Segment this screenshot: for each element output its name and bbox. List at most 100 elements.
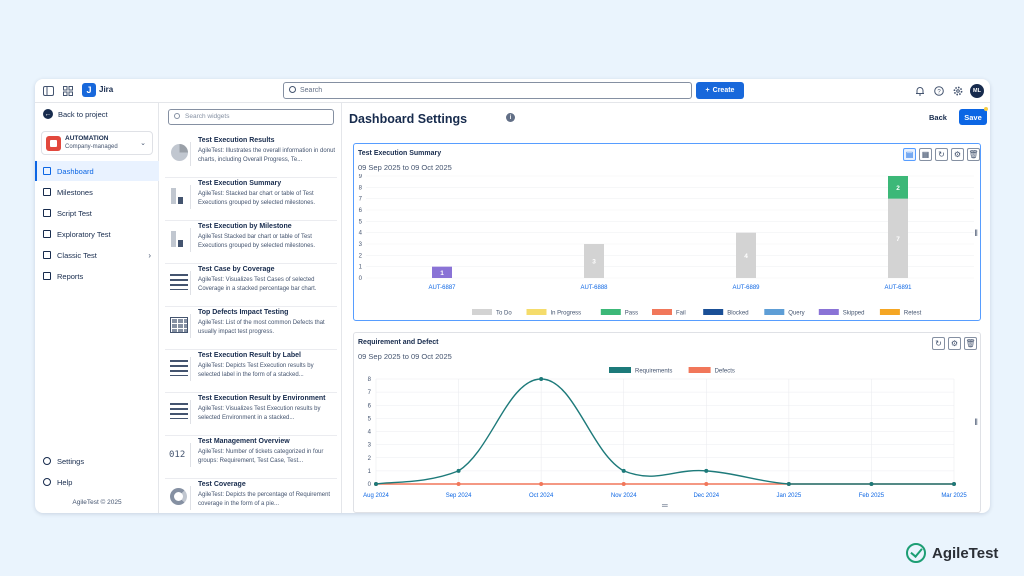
info-icon[interactable]: i: [506, 113, 515, 122]
bar-chart-view-icon[interactable]: ▤: [903, 148, 916, 161]
search-input[interactable]: Search: [283, 82, 692, 99]
sidebar-item-milestones[interactable]: Milestones: [35, 182, 159, 202]
stacked-bar-icon: [169, 400, 191, 424]
agiletest-logo-icon: [906, 543, 926, 563]
back-to-project-link[interactable]: ← Back to project: [43, 109, 108, 119]
widget-item[interactable]: Test Execution Result by Environment Agi…: [165, 394, 337, 436]
widget-item[interactable]: Test Case by Coverage AgileTest: Visuali…: [165, 265, 337, 307]
data-point: [704, 482, 709, 486]
chart-icon: [43, 272, 51, 280]
widget-title: Test Coverage: [198, 481, 246, 488]
widget-description: AgileTest Stacked bar chart or table of …: [198, 234, 316, 249]
data-point: [374, 482, 378, 486]
x-tick-label: Jan 2025: [777, 493, 802, 499]
widget-item[interactable]: 012 Test Management Overview AgileTest: …: [165, 437, 337, 479]
widget-description: AgileTest: Visualizes Test Execution res…: [198, 406, 321, 421]
number-icon: 012: [169, 443, 191, 467]
card-date-range: 09 Sep 2025 to 09 Oct 2025: [358, 163, 452, 172]
y-tick-label: 9: [359, 174, 363, 180]
drag-handle-icon[interactable]: ‖: [974, 417, 978, 427]
plus-icon: +: [705, 87, 710, 94]
project-selector[interactable]: AUTOMATION Company-managed ⌄: [41, 131, 153, 155]
sidebar-item-label: Settings: [57, 456, 85, 466]
back-button[interactable]: Back: [929, 113, 947, 122]
sidebar-item-label: Classic Test: [57, 250, 97, 260]
widget-item[interactable]: Test Execution by Milestone AgileTest St…: [165, 222, 337, 264]
widget-item[interactable]: Test Coverage AgileTest: Depicts the per…: [165, 480, 337, 513]
gear-icon: [43, 457, 51, 465]
card-toolbar: ▤ ▦ ↻ ⚙ 🗑: [903, 148, 980, 161]
widget-list-panel: Search widgets Test Execution Results Ag…: [160, 103, 342, 513]
bar-chart-icon: [169, 185, 191, 209]
sidebar: ← Back to project AUTOMATION Company-man…: [35, 103, 159, 513]
legend-label: In Progress: [551, 311, 582, 317]
x-tick-label: Sep 2024: [446, 493, 472, 499]
table-view-icon[interactable]: ▦: [919, 148, 932, 161]
trash-icon[interactable]: 🗑: [964, 337, 977, 350]
sidebar-item-dashboard[interactable]: Dashboard: [35, 161, 159, 181]
legend-label: Defects: [715, 369, 735, 375]
y-tick-label: 1: [359, 265, 363, 271]
sidebar-item-script-test[interactable]: Script Test: [35, 203, 159, 223]
svg-text:?: ?: [937, 90, 941, 96]
jira-logo-icon[interactable]: J: [82, 83, 96, 97]
sidebar-item-help[interactable]: Help: [35, 472, 159, 492]
help-icon[interactable]: ?: [932, 84, 946, 98]
project-avatar-icon: [46, 136, 61, 151]
sidebar-item-label: Dashboard: [57, 166, 94, 176]
avatar[interactable]: ML: [970, 84, 984, 98]
widget-item[interactable]: Test Execution Summary AgileTest: Stacke…: [165, 179, 337, 221]
data-point: [869, 482, 874, 486]
widget-item[interactable]: Top Defects Impact Testing AgileTest: Li…: [165, 308, 337, 350]
sidebar-item-label: Help: [57, 477, 73, 487]
gear-icon[interactable]: ⚙: [948, 337, 961, 350]
test-execution-summary-card[interactable]: Test Execution Summary 09 Sep 2025 to 09…: [353, 143, 981, 321]
widget-item[interactable]: Test Execution Result by Label AgileTest…: [165, 351, 337, 393]
grid-icon: [43, 167, 51, 175]
widget-description: AgileTest: Depicts Test Execution result…: [198, 363, 314, 378]
legend-label: Requirements: [635, 369, 672, 375]
notifications-bell-icon[interactable]: [913, 84, 927, 98]
sidebar-toggle-icon[interactable]: [41, 84, 55, 98]
widget-title: Test Execution Result by Label: [198, 352, 301, 359]
drag-handle-icon[interactable]: ‖: [974, 228, 978, 238]
widget-search-input[interactable]: Search widgets: [168, 109, 334, 125]
y-tick-label: 3: [368, 443, 372, 449]
data-point: [704, 468, 709, 473]
bar-segment: [432, 266, 452, 278]
gear-icon[interactable]: ⚙: [951, 148, 964, 161]
legend-swatch: [600, 309, 621, 315]
card-date-range: 09 Sep 2025 to 09 Oct 2025: [358, 352, 452, 361]
legend-swatch: [879, 309, 900, 315]
x-tick-label: Mar 2025: [941, 493, 967, 499]
settings-gear-icon[interactable]: [951, 84, 965, 98]
resize-handle-icon[interactable]: ═: [662, 501, 668, 510]
legend-label: Fail: [676, 311, 686, 317]
legend-label: To Do: [496, 311, 512, 317]
y-tick-label: 6: [368, 403, 372, 409]
sidebar-item-reports[interactable]: Reports: [35, 266, 159, 286]
bar-data-label: 4: [744, 253, 748, 260]
arrow-left-icon: ←: [43, 109, 53, 119]
widget-item[interactable]: Test Execution Results AgileTest: Illust…: [165, 136, 337, 178]
sidebar-item-classic-test[interactable]: Classic Test ›: [35, 245, 159, 265]
widget-title: Test Execution by Milestone: [198, 223, 292, 230]
x-tick-label: AUT-6889: [732, 285, 760, 291]
widget-title: Test Management Overview: [198, 438, 290, 445]
refresh-icon[interactable]: ↻: [932, 337, 945, 350]
sidebar-item-settings[interactable]: Settings: [35, 451, 159, 471]
flag-icon: [43, 188, 51, 196]
requirement-and-defect-card[interactable]: Requirement and Defect 09 Sep 2025 to 09…: [353, 332, 981, 513]
top-bar: J Jira Search + Create ? ML: [35, 79, 990, 103]
save-button[interactable]: Save: [959, 107, 988, 125]
refresh-icon[interactable]: ↻: [935, 148, 948, 161]
trash-icon[interactable]: 🗑: [967, 148, 980, 161]
widget-description: AgileTest: Illustrates the overall infor…: [198, 148, 336, 163]
widget-title: Test Execution Summary: [198, 180, 282, 187]
data-point: [952, 482, 956, 486]
app-switcher-icon[interactable]: [61, 84, 75, 98]
legend-swatch: [609, 367, 631, 373]
create-button[interactable]: + Create: [696, 82, 744, 99]
sidebar-item-exploratory-test[interactable]: Exploratory Test: [35, 224, 159, 244]
main-content: Dashboard Settings i Back Save: [343, 103, 990, 513]
